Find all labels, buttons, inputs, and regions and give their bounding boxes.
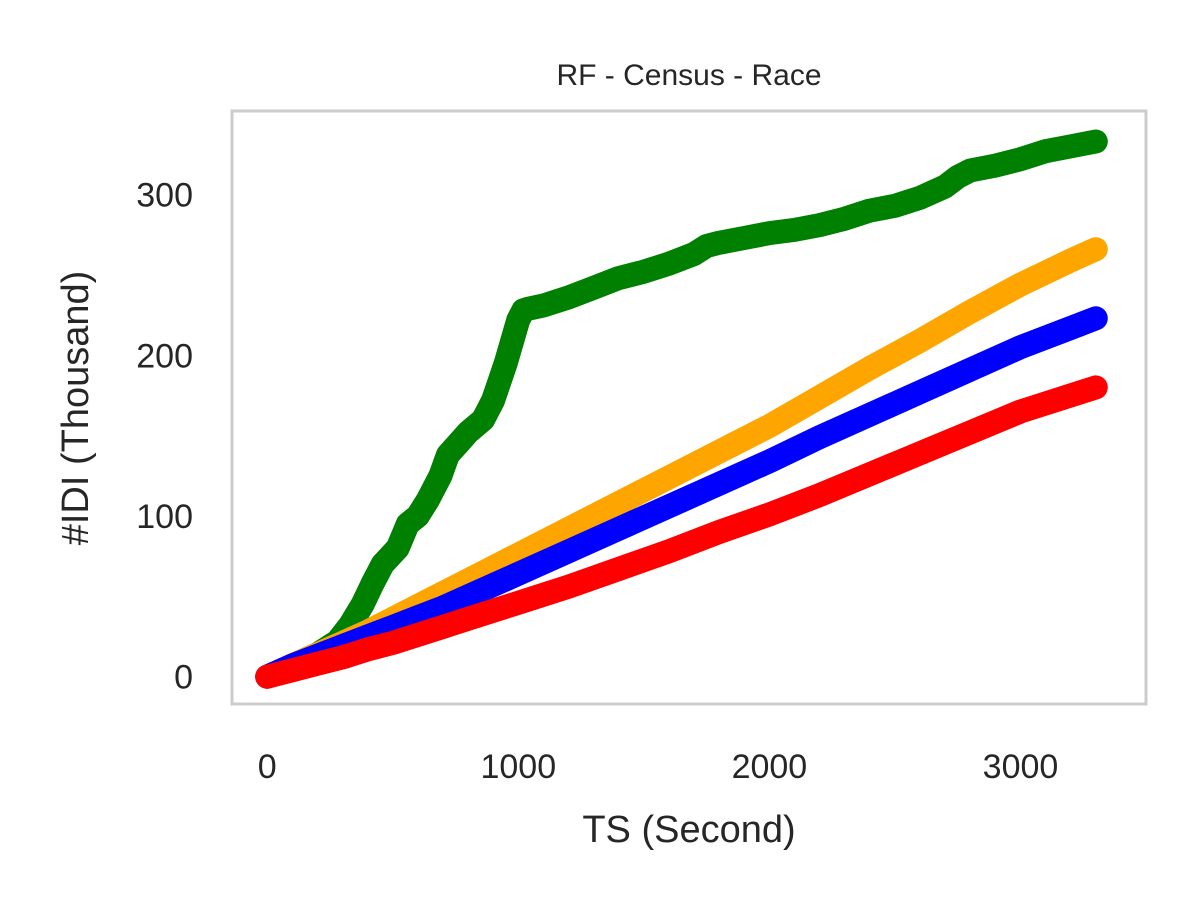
series-line-3 <box>255 375 1108 689</box>
series-line-0 <box>255 129 1108 689</box>
y-tick-label: 300 <box>136 177 193 215</box>
x-tick-labels: 0 1000 2000 3000 <box>258 748 1059 786</box>
x-tick-label: 1000 <box>480 748 556 786</box>
y-tick-label: 100 <box>136 498 193 536</box>
series-layer <box>255 129 1108 689</box>
y-axis-label: #IDI (Thousand) <box>55 271 97 546</box>
x-tick-label: 2000 <box>732 748 808 786</box>
y-tick-labels: 0 100 200 300 <box>136 177 193 697</box>
x-axis-label: TS (Second) <box>582 809 795 851</box>
x-tick-label: 3000 <box>983 748 1059 786</box>
plot-frame <box>230 109 1148 706</box>
x-tick-label: 0 <box>258 748 277 786</box>
chart-title: RF - Census - Race <box>556 59 821 92</box>
y-tick-label: 200 <box>136 337 193 375</box>
y-tick-label: 0 <box>174 659 193 697</box>
